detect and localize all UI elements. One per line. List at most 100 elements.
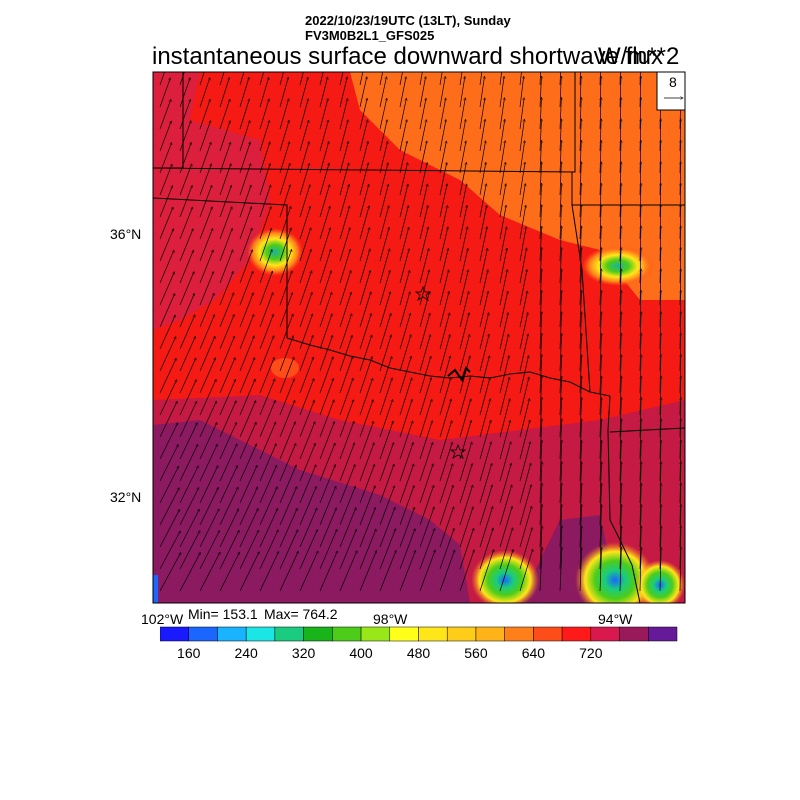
wind-vector <box>680 483 681 526</box>
wind-vector <box>219 99 230 130</box>
wind-vector <box>399 313 411 350</box>
wind-vector <box>279 530 298 570</box>
wind-vector <box>459 184 467 218</box>
colorbar-tick-label: 160 <box>177 645 201 661</box>
wind-vector <box>219 444 237 482</box>
wind-vector <box>519 463 531 504</box>
wind-vector <box>640 98 641 130</box>
wind-vector <box>279 120 289 152</box>
wind-vector <box>539 248 542 284</box>
wind-vector <box>399 141 407 174</box>
wind-vector <box>319 206 330 240</box>
wind-vector <box>339 184 349 218</box>
wind-vector <box>279 72 284 86</box>
wind-vector <box>219 72 225 86</box>
wind-vector <box>379 141 388 174</box>
wind-vector <box>599 547 602 592</box>
wind-vector <box>439 163 447 196</box>
wind-vector <box>159 380 177 416</box>
wind-vector <box>279 336 293 372</box>
wind-vector <box>439 72 443 86</box>
wind-vector <box>599 355 601 394</box>
wind-vector <box>339 378 353 416</box>
wind-vector <box>680 312 681 350</box>
wind-vector <box>640 248 641 284</box>
wind-vector <box>159 250 174 284</box>
wind-vector <box>359 163 368 196</box>
wind-vector <box>299 551 318 592</box>
wind-vector <box>640 76 641 108</box>
wind-vector <box>519 313 528 350</box>
wind-vector <box>539 162 542 196</box>
wind-vector <box>660 440 661 482</box>
wind-vector <box>379 486 395 526</box>
wind-vector <box>379 72 384 86</box>
wind-vector <box>399 206 408 240</box>
wind-vector <box>219 358 235 394</box>
wind-vector <box>159 78 170 108</box>
lon-label-94w: 94°W <box>598 611 633 627</box>
star-marker <box>414 285 432 301</box>
wind-vector <box>579 440 582 482</box>
wind-vector <box>599 269 601 306</box>
wind-vector <box>159 509 180 548</box>
wind-vector <box>559 333 562 372</box>
wind-vector <box>459 248 468 284</box>
wind-vector <box>539 183 542 218</box>
wind-vector <box>680 290 681 328</box>
wind-vector <box>539 119 542 152</box>
wind-vector <box>399 120 407 152</box>
wind-vector <box>279 228 291 262</box>
wind-vector <box>579 72 581 86</box>
wind-vector <box>499 506 512 548</box>
wind-vector <box>279 379 294 416</box>
wind-vector <box>319 77 328 108</box>
wind-vector <box>399 227 409 262</box>
wind-vector <box>499 76 504 108</box>
wind-vector <box>639 440 641 482</box>
wind-vector <box>219 487 238 526</box>
wind-vector <box>239 444 257 482</box>
wind-vector <box>479 442 491 482</box>
wind-vector <box>439 227 448 262</box>
wind-vector <box>319 228 330 262</box>
wind-vector <box>680 205 681 240</box>
wind-vector <box>559 312 562 350</box>
wind-vector <box>319 486 336 526</box>
wind-vector <box>599 140 601 174</box>
colorbar-swatch <box>590 626 620 642</box>
wind-vector <box>479 205 487 240</box>
wind-vector <box>499 227 507 262</box>
wind-vector <box>499 485 512 526</box>
wind-vector <box>579 162 581 196</box>
wind-vector <box>499 205 506 240</box>
wind-vector <box>339 271 351 306</box>
wind-vector <box>539 333 542 372</box>
wind-vector <box>419 141 427 174</box>
wind-vector <box>600 98 601 130</box>
wind-vector <box>219 315 234 350</box>
wind-vector <box>319 443 335 482</box>
wind-vector <box>599 248 601 284</box>
vector-reference-value: 8 <box>669 74 677 90</box>
wind-vector <box>680 333 681 372</box>
wind-vector <box>219 207 232 240</box>
wind-vector <box>680 397 681 438</box>
wind-vector <box>399 184 408 218</box>
colorbar-swatch <box>561 626 592 642</box>
wind-vector <box>519 420 530 460</box>
wind-vector <box>219 530 239 570</box>
wind-vector <box>439 507 454 548</box>
wind-vector <box>239 293 253 328</box>
wind-vector <box>660 162 661 196</box>
wind-vector <box>199 423 217 460</box>
wind-vector <box>459 119 466 152</box>
wind-vector <box>599 226 601 262</box>
wind-vector <box>379 313 391 350</box>
wind-vector <box>179 423 197 460</box>
wind-vector <box>319 249 331 284</box>
wind-vector <box>539 376 542 416</box>
wind-vector <box>660 462 661 504</box>
wind-vector <box>219 250 233 284</box>
wind-vector <box>219 422 237 460</box>
